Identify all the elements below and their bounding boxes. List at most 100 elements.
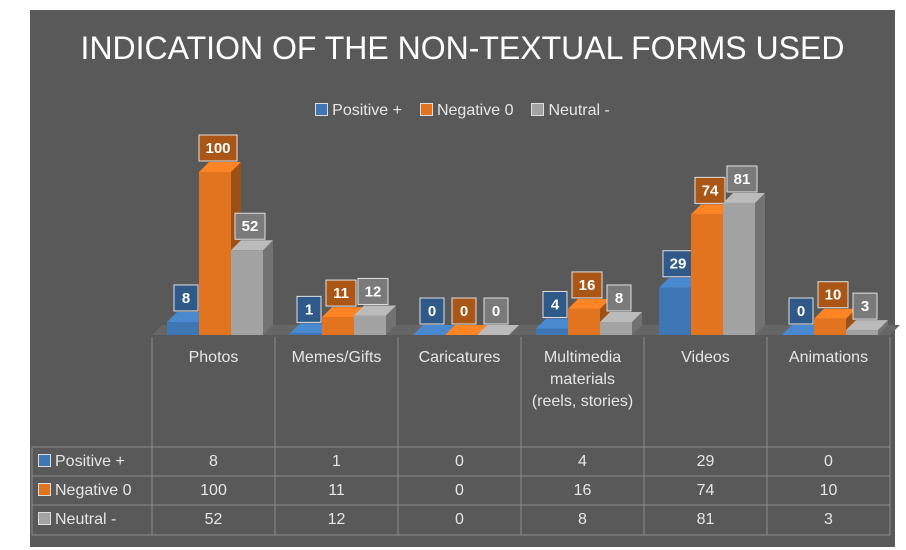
bar-side	[386, 305, 396, 335]
bar-side	[755, 192, 765, 335]
row-label: Negative 0	[55, 482, 132, 499]
value-label-box	[726, 165, 758, 193]
bar	[536, 328, 568, 335]
x-tick-label: Animations	[788, 349, 869, 366]
bar-top	[231, 240, 273, 251]
value-label-group: 81	[726, 165, 758, 193]
value-label-group: 1	[296, 295, 322, 323]
table-cell: 4	[578, 453, 587, 470]
value-label: 1	[305, 301, 313, 318]
value-label-group: 8	[606, 284, 632, 312]
bar-top	[445, 325, 487, 335]
bar-top	[691, 204, 733, 215]
bar	[600, 321, 632, 335]
value-label-group: 0	[451, 297, 477, 325]
table-cell: 81	[696, 511, 715, 528]
value-label: 16	[579, 277, 596, 294]
bar	[723, 202, 755, 335]
x-tick-label: Videos	[681, 349, 730, 366]
table-row-header: Positive +	[32, 447, 152, 476]
row-label: Positive +	[55, 453, 125, 470]
bar-top	[354, 305, 396, 316]
value-label-group: 10	[817, 281, 849, 309]
bar-side	[263, 240, 273, 335]
table-cell: 52	[204, 511, 223, 528]
value-label-group: 4	[542, 290, 568, 318]
table-cell: 0	[455, 453, 464, 470]
legend: Positive + Negative 0 Neutral -	[30, 102, 895, 120]
bar-top	[723, 192, 765, 203]
table-cell: 0	[824, 453, 833, 470]
value-label-group: 8	[173, 284, 199, 312]
bar	[290, 333, 322, 335]
value-label-group: 12	[357, 277, 389, 305]
table-row-header: Negative 0	[32, 476, 152, 505]
bar	[691, 214, 723, 335]
value-label-box	[198, 134, 238, 162]
bar	[354, 315, 386, 335]
legend-key	[38, 483, 51, 496]
value-label-group: 3	[852, 292, 878, 320]
value-label-box	[788, 297, 814, 325]
legend-key	[38, 512, 51, 525]
table-cell: 29	[696, 453, 715, 470]
table-cell: 8	[209, 453, 218, 470]
x-tick-label: Caricatures	[418, 349, 501, 366]
value-label: 10	[825, 287, 842, 304]
row-label: Neutral -	[55, 511, 117, 528]
bar-top	[477, 325, 519, 335]
value-label-group: 0	[788, 297, 814, 325]
value-label: 3	[861, 298, 869, 315]
bar	[659, 287, 691, 335]
legend-key	[315, 103, 329, 116]
bar	[322, 317, 354, 335]
value-label-box	[694, 176, 726, 204]
value-label: 12	[365, 283, 382, 300]
value-label-box	[173, 284, 199, 312]
value-label: 81	[734, 171, 751, 188]
table-cell: 100	[200, 482, 227, 499]
value-label: 11	[333, 285, 349, 302]
table-cell: 16	[573, 482, 592, 499]
value-label-box	[662, 250, 694, 278]
table-cell: 12	[327, 511, 346, 528]
bar	[568, 308, 600, 335]
value-label-box	[483, 297, 509, 325]
value-label-group: 74	[694, 176, 726, 204]
value-label: 29	[670, 256, 687, 273]
legend-label: Negative 0	[436, 102, 514, 119]
bar-top	[413, 325, 455, 335]
value-label-box	[571, 271, 603, 299]
legend-label: Positive +	[332, 102, 402, 119]
bar	[231, 250, 263, 335]
value-label: 74	[702, 182, 719, 199]
bar-top	[536, 318, 578, 329]
bar	[199, 172, 231, 335]
value-label-box	[419, 297, 445, 325]
value-label-group: 16	[571, 271, 603, 299]
value-label-group: 11	[325, 279, 357, 307]
value-label-box	[234, 212, 266, 240]
bar-top	[199, 162, 241, 172]
value-label: 4	[551, 296, 560, 313]
value-label-box	[606, 284, 632, 312]
value-label: 0	[492, 303, 500, 320]
legend-item: Positive +	[315, 102, 402, 120]
bar-top	[814, 308, 856, 319]
table-row-header: Neutral -	[32, 505, 152, 534]
value-label: 0	[460, 303, 468, 320]
value-label-box	[296, 295, 322, 323]
value-label-group: 100	[198, 134, 238, 162]
value-label-box	[817, 281, 849, 309]
value-label-box	[357, 277, 389, 305]
value-label-box	[542, 290, 568, 318]
table-cell: 11	[328, 482, 345, 499]
value-label: 52	[242, 218, 259, 235]
bar-top	[322, 307, 364, 318]
legend-key	[531, 103, 545, 116]
bar-top	[167, 311, 209, 322]
value-label-box	[451, 297, 477, 325]
table-cell: 0	[455, 482, 464, 499]
